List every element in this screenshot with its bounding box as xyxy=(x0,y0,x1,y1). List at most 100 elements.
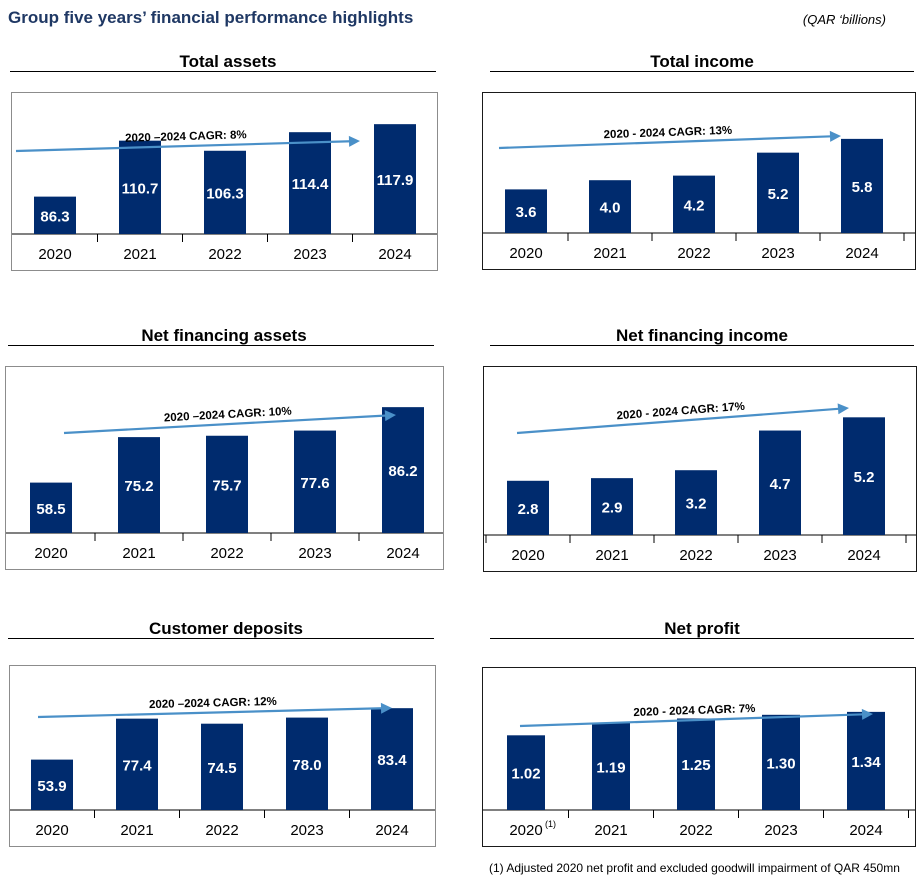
bar xyxy=(119,140,161,234)
category-label: 2021 xyxy=(595,547,628,564)
data-label: 53.9 xyxy=(37,778,66,795)
chart-panel-net-financing-income: Net financing income 2.8 2020 2.9 2021 3.2 20… xyxy=(482,326,922,574)
bar xyxy=(286,717,328,810)
title-underline xyxy=(8,345,434,346)
bar-chart-svg: 2.8 2020 2.9 2021 3.2 2022 4.7 2023 5.2 2024 2020 … xyxy=(484,401,916,564)
cagr-annotation: 2020 –2024 CAGR: 8% xyxy=(125,129,247,145)
bar-chart-svg: 86.3 2020 110.7 2021 106.3 2022 114.4 2023 117.9… xyxy=(12,124,437,263)
bar xyxy=(294,430,336,533)
bar xyxy=(847,711,885,810)
bar xyxy=(757,152,799,233)
bar-chart-svg: 58.5 2020 75.2 2021 75.7 2022 77.6 2023 86.2 2024… xyxy=(6,406,443,562)
cagr-annotation: 2020 - 2024 CAGR: 7% xyxy=(633,703,755,719)
cagr-arrow-head xyxy=(384,410,396,422)
category-label: 2022 xyxy=(679,822,712,839)
category-label: 2020 xyxy=(38,246,71,263)
category-label: 2024 xyxy=(845,245,878,262)
cagr-annotation: 2020 - 2024 CAGR: 13% xyxy=(603,125,732,141)
cagr-arrow-line xyxy=(519,713,865,728)
chart-frame: 53.9 2020 77.4 2021 74.5 2022 78.0 2023 83.4 2024… xyxy=(9,665,436,847)
chart-frame: 58.5 2020 75.2 2021 75.7 2022 77.6 2023 86.2 2024… xyxy=(5,366,444,570)
data-label: 110.7 xyxy=(122,180,159,197)
cagr-arrow-line xyxy=(498,135,833,150)
data-label: 86.3 xyxy=(40,208,69,225)
category-label: 2022 xyxy=(677,245,710,262)
data-label: 3.6 xyxy=(516,204,537,221)
cagr-arrow-head xyxy=(348,135,360,147)
data-label: 77.4 xyxy=(122,757,152,774)
bar xyxy=(507,480,549,535)
data-label: 1.25 xyxy=(681,757,710,774)
bar xyxy=(289,132,331,234)
bar xyxy=(843,417,885,535)
bar xyxy=(677,718,715,810)
data-label: 106.3 xyxy=(206,185,244,202)
cagr-annotation: 2020 - 2024 CAGR: 17% xyxy=(616,401,745,423)
title-underline xyxy=(490,638,914,639)
category-label: 2021 xyxy=(594,822,627,839)
chart-panel-total-assets: Total assets 86.3 2020 110.7 2021 106.3 2022 1… xyxy=(8,52,448,274)
chart-panel-customer-deposits: Customer deposits 53.9 2020 77.4 2021 74.5 20… xyxy=(6,619,446,854)
chart-panel-net-financing-assets: Net financing assets 58.5 2020 75.2 2021 75.… xyxy=(4,326,444,574)
category-label: 2024 xyxy=(847,547,880,564)
cagr-arrow-line xyxy=(63,414,388,435)
chart-frame: 86.3 2020 110.7 2021 106.3 2022 114.4 2023 117.9… xyxy=(11,92,438,271)
bar-chart-svg: 3.6 2020 4.0 2021 4.2 2022 5.2 2023 5.8 2024 2020 … xyxy=(483,125,915,262)
bar xyxy=(118,437,160,533)
data-label: 5.8 xyxy=(852,179,873,196)
bar xyxy=(759,430,801,535)
bar xyxy=(673,175,715,233)
category-label: 2022 xyxy=(210,545,243,562)
chart-title: Total income xyxy=(650,52,754,71)
category-label: 2022 xyxy=(679,547,712,564)
bar xyxy=(201,723,243,810)
bar xyxy=(382,407,424,533)
chart-title: Net financing income xyxy=(616,326,788,345)
bar xyxy=(116,718,158,810)
bar xyxy=(371,708,413,810)
bar xyxy=(762,714,800,810)
data-label: 74.5 xyxy=(207,760,236,777)
units-label: (QAR ‘billions) xyxy=(802,12,886,27)
category-label: 2023 xyxy=(763,547,796,564)
category-label: 2021 xyxy=(123,246,156,263)
category-label: 2022 xyxy=(205,822,238,839)
category-label: 2023 xyxy=(764,822,797,839)
chart-frame: 2.8 2020 2.9 2021 3.2 2022 4.7 2023 5.2 2024 2020 … xyxy=(483,366,917,572)
category-label: 2021 xyxy=(122,545,155,562)
bar xyxy=(591,478,633,535)
category-label: 2020 xyxy=(509,822,542,839)
category-label: 2020 xyxy=(34,545,67,562)
category-footnote-marker: (1) xyxy=(545,819,556,829)
category-label: 2024 xyxy=(378,246,411,263)
data-label: 77.6 xyxy=(300,475,329,492)
data-label: 1.34 xyxy=(851,754,881,771)
cagr-arrow-head xyxy=(837,403,849,415)
cagr-arrow-head xyxy=(861,708,873,720)
category-label: 2024 xyxy=(386,545,419,562)
cagr-annotation: 2020 –2024 CAGR: 12% xyxy=(149,696,277,711)
category-label: 2022 xyxy=(208,246,241,263)
data-label: 117.9 xyxy=(377,172,414,189)
chart-title: Total assets xyxy=(179,52,277,71)
footnote: (1) Adjusted 2020 net profit and exclude… xyxy=(489,861,900,875)
data-label: 58.5 xyxy=(36,501,65,518)
category-label: 2024 xyxy=(849,822,882,839)
data-label: 4.7 xyxy=(770,476,791,493)
bar xyxy=(204,150,246,234)
cagr-arrow-head xyxy=(380,702,392,714)
category-label: 2024 xyxy=(375,822,408,839)
title-underline xyxy=(8,638,434,639)
chart-panel-total-income: Total income 3.6 2020 4.0 2021 4.2 2022 5.2 202… xyxy=(482,52,922,274)
data-label: 75.2 xyxy=(124,478,153,495)
category-label: 2020 xyxy=(35,822,68,839)
data-label: 1.19 xyxy=(596,759,625,776)
bar xyxy=(374,124,416,234)
chart-title: Net financing assets xyxy=(141,326,307,345)
data-label: 1.02 xyxy=(511,766,540,783)
bar xyxy=(592,722,630,810)
category-label: 2023 xyxy=(761,245,794,262)
cagr-arrow-head xyxy=(829,130,841,142)
chart-title: Customer deposits xyxy=(149,619,303,638)
data-label: 86.2 xyxy=(388,463,417,480)
